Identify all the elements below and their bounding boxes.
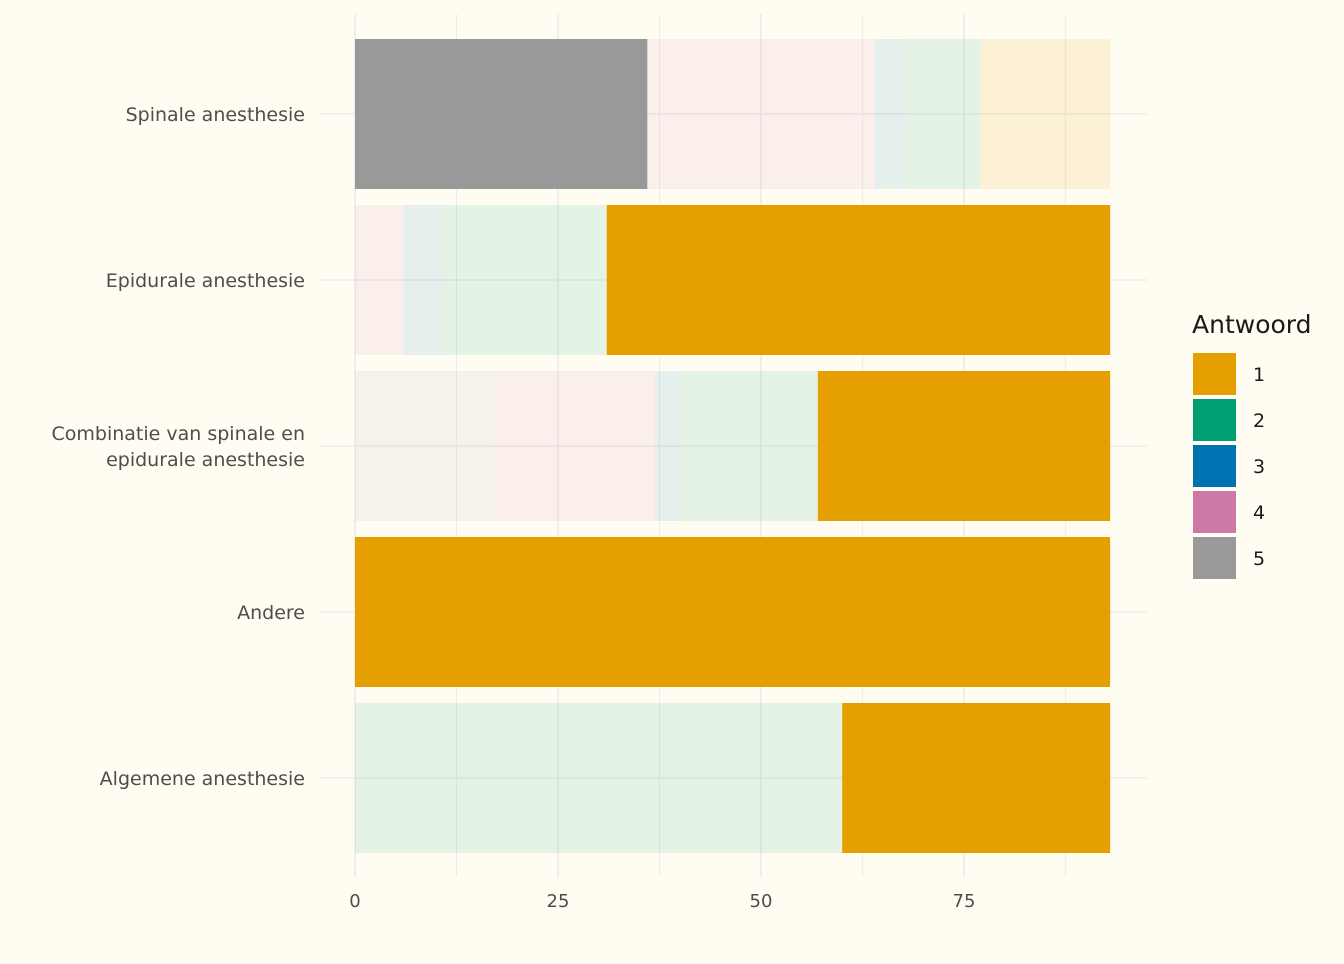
x-tick-label: 25 [547, 891, 570, 912]
legend-key [1193, 353, 1236, 395]
bar-segment [907, 39, 981, 189]
bars-layer [355, 39, 1111, 853]
bar-segment [655, 371, 680, 521]
category-label: Epidurale anesthesie [106, 270, 305, 292]
bar-segment [355, 703, 843, 853]
legend-label: 4 [1253, 502, 1265, 524]
x-tick-label: 50 [750, 891, 773, 912]
bar-segment [444, 205, 607, 355]
bar-segment [493, 371, 656, 521]
bar-segment [874, 39, 908, 189]
category-label: Algemene anesthesie [100, 768, 305, 790]
bar-segment [355, 371, 494, 521]
legend-label: 2 [1253, 410, 1265, 432]
bar-segment [842, 703, 1111, 853]
x-tick-label: 0 [349, 891, 360, 912]
category-labels: Spinale anesthesie Epidurale anesthesie Co… [51, 104, 305, 790]
x-tick-label: 75 [953, 891, 976, 912]
bar-segment [355, 205, 404, 355]
x-axis-ticks: 0 25 50 75 [349, 891, 975, 912]
legend-title: Antwoord [1192, 310, 1312, 339]
bar-segment [355, 537, 1111, 687]
bar-segment [679, 371, 818, 521]
legend-label: 1 [1253, 364, 1265, 386]
legend-key [1193, 537, 1236, 579]
category-label: Andere [237, 602, 305, 624]
bar-segment [817, 371, 1111, 521]
legend-key [1193, 399, 1236, 441]
legend-key [1193, 491, 1236, 533]
bar-segment [980, 39, 1111, 189]
legend: Antwoord 1 2 3 4 5 [1192, 310, 1312, 579]
legend-label: 3 [1253, 456, 1265, 478]
legend-label: 5 [1253, 548, 1265, 570]
legend-key [1193, 445, 1236, 487]
bar-segment [647, 39, 875, 189]
category-label: Combinatie van spinale en epidurale anest… [51, 423, 305, 471]
bar-segment [355, 39, 648, 189]
bar-segment [403, 205, 445, 355]
bar-segment [606, 205, 1111, 355]
category-label: Spinale anesthesie [126, 104, 305, 126]
